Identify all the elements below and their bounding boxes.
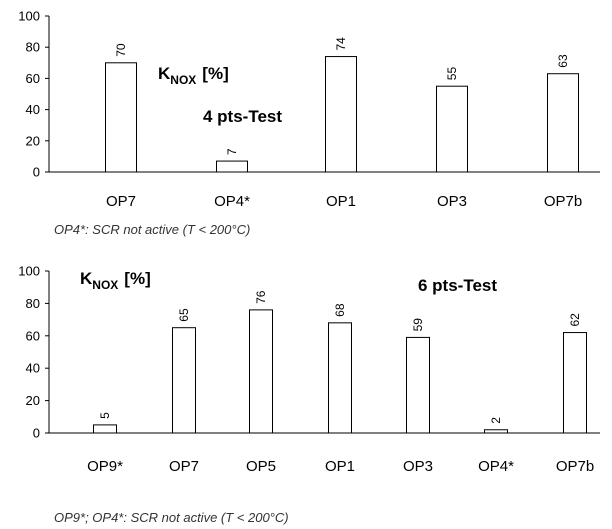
- x-tick-label: OP7: [169, 458, 199, 475]
- bar: [93, 424, 117, 434]
- data-label: 55: [445, 67, 459, 81]
- bar: [406, 336, 430, 434]
- y-tick-label: 20: [26, 133, 40, 148]
- bar: [172, 327, 196, 434]
- x-tick-label: OP1: [326, 193, 356, 210]
- x-tick-label: OP7b: [556, 458, 594, 475]
- x-tick-label: OP1: [325, 458, 355, 475]
- data-label: 5: [98, 412, 112, 419]
- data-label: 62: [568, 313, 582, 327]
- chart1-ylabel: KNOX [%]: [158, 64, 229, 87]
- x-tick-label: OP4*: [214, 193, 250, 210]
- x-tick-label: OP3: [403, 458, 433, 475]
- y-tick-label: 100: [18, 264, 40, 279]
- y-tick-label: 40: [26, 102, 40, 117]
- chart2-title: 6 pts-Test: [418, 276, 497, 295]
- bar: [547, 73, 579, 173]
- bar: [328, 322, 352, 434]
- bar: [249, 309, 273, 434]
- data-label: 59: [411, 318, 425, 332]
- bar: [484, 429, 508, 434]
- data-label: 2: [489, 417, 503, 424]
- y-tick-label: 80: [26, 296, 40, 311]
- y-tick-label: 80: [26, 40, 40, 55]
- y-tick-label: 20: [26, 393, 40, 408]
- bar: [436, 85, 468, 173]
- y-tick-label: 0: [33, 426, 40, 441]
- data-label: 68: [333, 303, 347, 317]
- data-label: 70: [114, 43, 128, 57]
- x-tick-label: OP7b: [544, 193, 582, 210]
- data-label: 7: [225, 148, 239, 155]
- data-label: 63: [556, 54, 570, 68]
- chart2-ylabel: KNOX [%]: [80, 269, 151, 292]
- y-tick-label: 60: [26, 71, 40, 86]
- x-tick-label: OP5: [246, 458, 276, 475]
- x-tick-label: OP3: [437, 193, 467, 210]
- x-tick-label: OP4*: [478, 458, 514, 475]
- chart1-plot: 0 20 40 60 80 100 70 OP7 7 OP4* 74 OP1 55 OP3 63 OP7b: [18, 9, 600, 210]
- data-label: 65: [177, 308, 191, 322]
- chart2-plot: 0 20 40 60 80 100 5 OP9* 65 OP7 76 OP5 68 OP1 59 OP3 2 OP…: [18, 264, 600, 475]
- y-tick-label: 0: [33, 165, 40, 180]
- bar: [325, 56, 357, 173]
- data-label: 74: [334, 37, 348, 51]
- chart1-footnote: OP4*: SCR not active (T < 200°C): [54, 222, 250, 237]
- bar: [563, 332, 587, 434]
- x-tick-label: OP7: [106, 193, 136, 210]
- data-label: 76: [254, 290, 268, 304]
- y-tick-label: 40: [26, 361, 40, 376]
- chart2-footnote: OP9*; OP4*: SCR not active (T < 200°C): [54, 510, 289, 525]
- bar: [105, 62, 137, 173]
- y-tick-label: 60: [26, 328, 40, 343]
- x-tick-label: OP9*: [87, 458, 123, 475]
- chart1-title: 4 pts-Test: [203, 107, 282, 126]
- y-tick-label: 100: [18, 9, 40, 24]
- bar: [216, 160, 248, 173]
